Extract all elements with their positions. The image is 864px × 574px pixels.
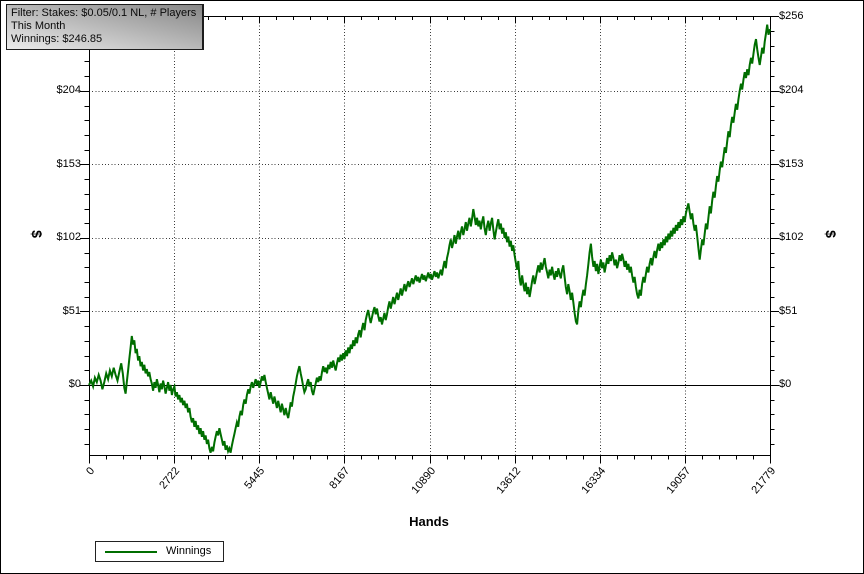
x-axis-title: Hands <box>409 514 449 529</box>
legend-label: Winnings <box>166 545 212 557</box>
legend-line-swatch <box>105 550 157 553</box>
y-axis-title-right: $ <box>822 230 839 238</box>
tooltip-filter-line: Filter: Stakes: $0.05/0.1 NL, # Players <box>11 7 197 19</box>
legend-box: Winnings <box>95 541 225 562</box>
winnings-line <box>88 24 771 455</box>
filter-tooltip: Filter: Stakes: $0.05/0.1 NL, # Players … <box>6 4 205 50</box>
tooltip-period-line: This Month <box>11 20 66 32</box>
y-axis-title-left: $ <box>28 230 45 238</box>
tooltip-winnings-line: Winnings: $246.85 <box>11 33 103 45</box>
